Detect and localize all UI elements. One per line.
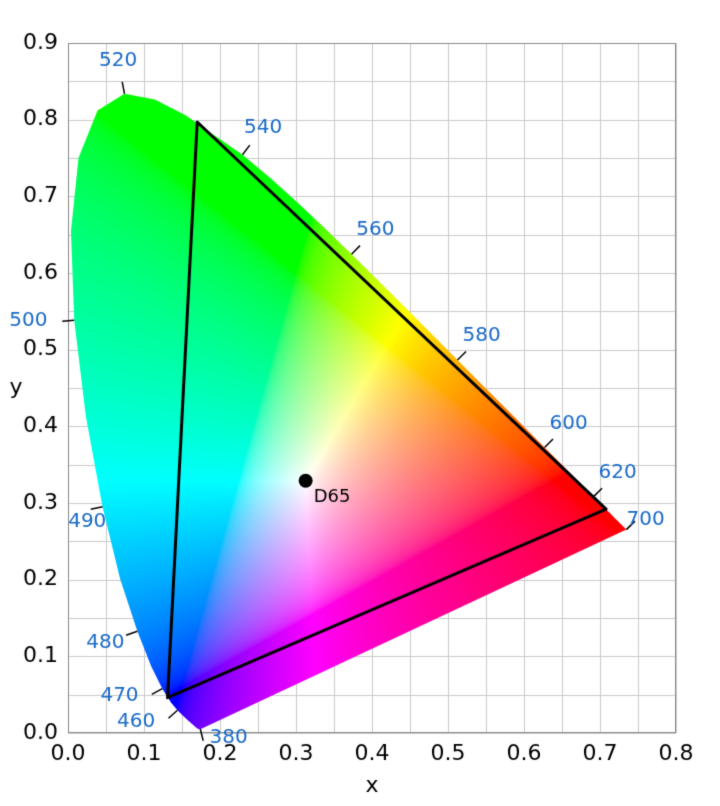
chromaticity-diagram-canvas bbox=[0, 0, 720, 806]
cie-chromaticity-figure bbox=[0, 0, 720, 806]
